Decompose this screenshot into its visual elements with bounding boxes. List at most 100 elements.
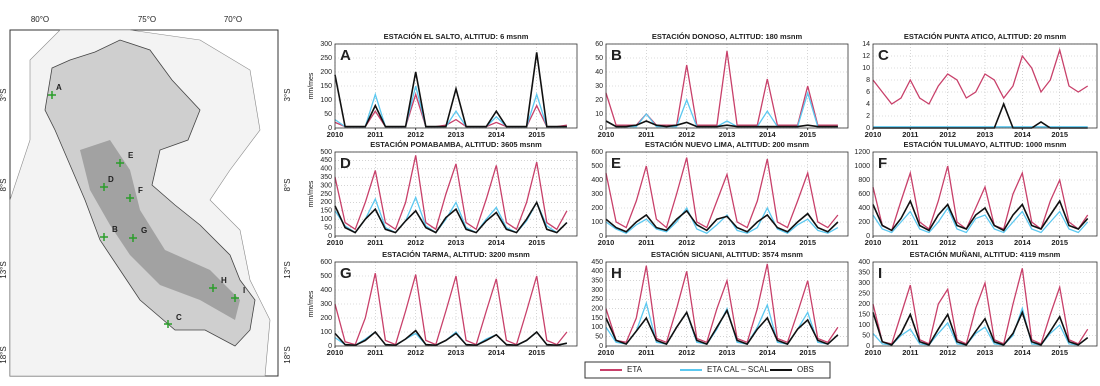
x-tick-label: 2013 <box>719 130 736 139</box>
series-line <box>873 104 1088 128</box>
y-tick-label: 60 <box>595 41 603 48</box>
y-tick-label: 150 <box>858 311 870 318</box>
y-tick-label: 400 <box>320 287 332 294</box>
x-tick-label: 2014 <box>488 348 506 357</box>
x-tick-label: 2014 <box>488 130 506 139</box>
x-tick-label: 2015 <box>1051 130 1068 139</box>
chart-title: ESTACIÓN POMABAMBA, ALTITUD: 3605 msnm <box>370 140 542 149</box>
y-tick-label: 300 <box>591 287 603 294</box>
x-tick-label: 2011 <box>367 130 383 139</box>
y-tick-label: 350 <box>591 278 603 285</box>
y-tick-label: 500 <box>320 273 332 280</box>
y-axis-label: mm/mes <box>308 180 315 207</box>
y-tick-label: 10 <box>595 111 603 118</box>
series-line <box>606 51 838 125</box>
x-tick-label: 2014 <box>759 130 777 139</box>
x-tick-label: 2010 <box>327 238 344 247</box>
y-tick-label: 100 <box>320 216 332 223</box>
legend-label: ETA <box>627 365 643 374</box>
station-label: A <box>56 83 62 92</box>
x-tick-label: 2010 <box>598 348 615 357</box>
y-tick-label: 350 <box>858 269 870 276</box>
chart-panel: ESTACIÓN NUEVO LIMA, ALTITUD: 200 msnm01… <box>591 140 848 247</box>
chart-panel: ESTACIÓN PUNTA ATICO, ALTITUD: 20 msnm02… <box>862 32 1097 139</box>
panel-letter: E <box>611 155 621 172</box>
x-tick-label: 2010 <box>865 238 882 247</box>
y-tick-label: 50 <box>324 224 332 231</box>
lat-label: 13°S <box>0 261 8 278</box>
lat-label: 3°S <box>0 89 8 102</box>
y-axis-label: mm/mes <box>308 72 315 99</box>
station-label: H <box>221 276 227 285</box>
x-tick-label: 2015 <box>799 130 816 139</box>
y-tick-label: 100 <box>591 219 603 226</box>
lat-label: 8°S <box>0 179 8 192</box>
y-tick-label: 4 <box>866 101 870 108</box>
y-tick-label: 600 <box>320 259 332 266</box>
x-tick-label: 2013 <box>448 130 465 139</box>
x-tick-label: 2015 <box>528 348 545 357</box>
y-tick-label: 150 <box>320 208 332 215</box>
y-tick-label: 200 <box>858 219 870 226</box>
series-line <box>335 332 567 345</box>
y-tick-label: 14 <box>862 41 870 48</box>
y-tick-label: 12 <box>862 53 870 60</box>
chart-panel: ESTACIÓN EL SALTO, ALTITUD: 6 msnm050100… <box>308 32 577 139</box>
panel-letter: I <box>878 265 882 282</box>
y-tick-label: 100 <box>591 324 603 331</box>
y-tick-label: 400 <box>858 205 870 212</box>
chart-title: ESTACIÓN PUNTA ATICO, ALTITUD: 20 msnm <box>904 32 1067 41</box>
panel-letter: G <box>340 265 352 282</box>
y-tick-label: 50 <box>324 111 332 118</box>
lon-label: 70°O <box>224 15 242 24</box>
station-label: G <box>141 226 147 235</box>
y-tick-label: 100 <box>858 322 870 329</box>
y-tick-label: 200 <box>591 205 603 212</box>
y-tick-label: 30 <box>595 83 603 90</box>
lat-label: 3°S <box>283 89 292 102</box>
chart-panel: ESTACIÓN DONOSO, ALTITUD: 180 msnm010203… <box>595 32 848 139</box>
x-tick-label: 2015 <box>799 238 816 247</box>
x-tick-label: 2013 <box>977 348 994 357</box>
x-tick-label: 2012 <box>407 130 424 139</box>
x-tick-label: 2011 <box>638 238 654 247</box>
x-tick-label: 2010 <box>865 348 882 357</box>
y-tick-label: 2 <box>866 113 870 120</box>
station-label: E <box>128 151 134 160</box>
chart-title: ESTACIÓN SICUANI, ALTITUD: 3574 msnm <box>651 250 803 259</box>
y-tick-label: 250 <box>591 296 603 303</box>
y-tick-label: 600 <box>858 191 870 198</box>
x-tick-label: 2012 <box>939 238 956 247</box>
series-line <box>335 155 567 229</box>
y-tick-label: 300 <box>591 191 603 198</box>
lat-label: 13°S <box>283 261 292 278</box>
y-tick-label: 40 <box>595 69 603 76</box>
series-line <box>335 331 567 346</box>
x-tick-label: 2011 <box>367 348 383 357</box>
chart-title: ESTACIÓN EL SALTO, ALTITUD: 6 msnm <box>384 32 529 41</box>
x-tick-label: 2012 <box>407 348 424 357</box>
x-tick-label: 2014 <box>1014 130 1032 139</box>
y-tick-label: 600 <box>591 149 603 156</box>
station-label: I <box>243 286 245 295</box>
x-tick-label: 2013 <box>448 348 465 357</box>
x-tick-label: 2014 <box>1014 348 1032 357</box>
y-tick-label: 500 <box>591 163 603 170</box>
station-label: F <box>138 186 143 195</box>
series-line <box>335 202 567 232</box>
panel-letter: A <box>340 47 351 64</box>
panel-letter: H <box>611 265 622 282</box>
legend-label: OBS <box>797 365 814 374</box>
series-line <box>606 208 838 233</box>
y-tick-label: 250 <box>858 290 870 297</box>
x-tick-label: 2014 <box>488 238 506 247</box>
y-tick-label: 50 <box>595 334 603 341</box>
chart-panel: ESTACIÓN SICUANI, ALTITUD: 3574 msnm0501… <box>591 250 848 357</box>
y-tick-label: 800 <box>858 177 870 184</box>
x-tick-label: 2013 <box>448 238 465 247</box>
x-tick-label: 2011 <box>638 348 654 357</box>
x-tick-label: 2015 <box>1051 238 1068 247</box>
x-tick-label: 2010 <box>865 130 882 139</box>
y-axis-label: mm/mes <box>308 290 315 317</box>
x-tick-label: 2014 <box>759 238 777 247</box>
